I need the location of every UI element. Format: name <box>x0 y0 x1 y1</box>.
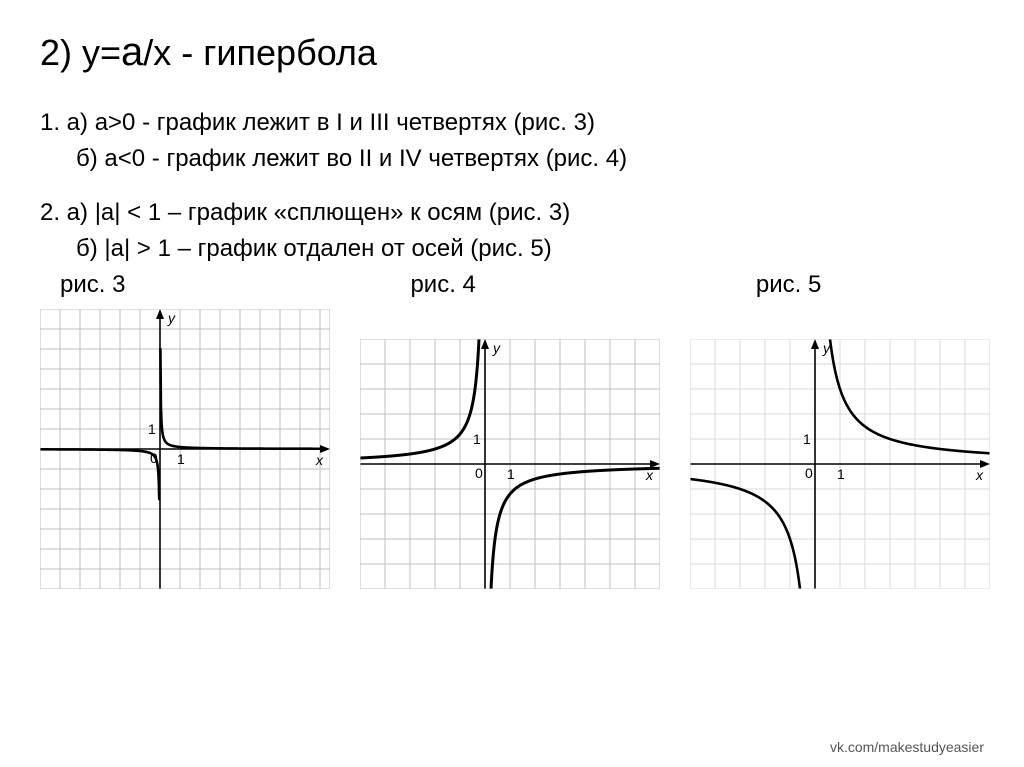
spacer <box>40 177 984 195</box>
body-text: 1. а) a>0 - график лежит в I и III четве… <box>40 105 984 267</box>
caption-fig4: рис. 4 <box>410 271 475 299</box>
svg-text:1: 1 <box>837 466 845 482</box>
line-2b: б) |a| > 1 – график отдален от осей (рис… <box>40 231 984 267</box>
svg-text:y: y <box>492 340 501 356</box>
line-2a: 2. а) |a| < 1 – график «сплющен» к осям … <box>40 195 984 231</box>
line-1b: б) a<0 - график лежит во II и IV четверт… <box>40 141 984 177</box>
chart-fig4: 011yx <box>360 339 660 589</box>
chart-fig5: 011yx <box>690 339 990 589</box>
svg-text:1: 1 <box>148 421 156 437</box>
svg-text:x: x <box>315 452 324 468</box>
title-part-rest: /x - гипербола <box>143 32 377 73</box>
line-1a: 1. а) a>0 - график лежит в I и III четве… <box>40 105 984 141</box>
caption-fig3: рис. 3 <box>60 271 125 299</box>
svg-text:0: 0 <box>805 465 813 481</box>
title-part-lead: 2) y= <box>40 32 121 73</box>
title-part-a: a <box>121 30 143 74</box>
footer-credit: vk.com/makestudyeasier <box>830 739 984 755</box>
svg-text:1: 1 <box>507 466 515 482</box>
svg-text:x: x <box>975 467 984 483</box>
svg-text:y: y <box>167 310 176 326</box>
charts-row: 011yx 011yx 011yx <box>40 309 984 589</box>
caption-fig5: рис. 5 <box>756 271 821 299</box>
page-title: 2) y=a/x - гипербола <box>40 30 984 75</box>
svg-text:1: 1 <box>473 431 481 447</box>
svg-text:1: 1 <box>803 431 811 447</box>
svg-text:0: 0 <box>475 465 483 481</box>
caption-row: рис. 3 рис. 4 рис. 5 <box>40 271 970 299</box>
svg-text:1: 1 <box>177 451 185 467</box>
chart-fig3: 011yx <box>40 309 330 589</box>
